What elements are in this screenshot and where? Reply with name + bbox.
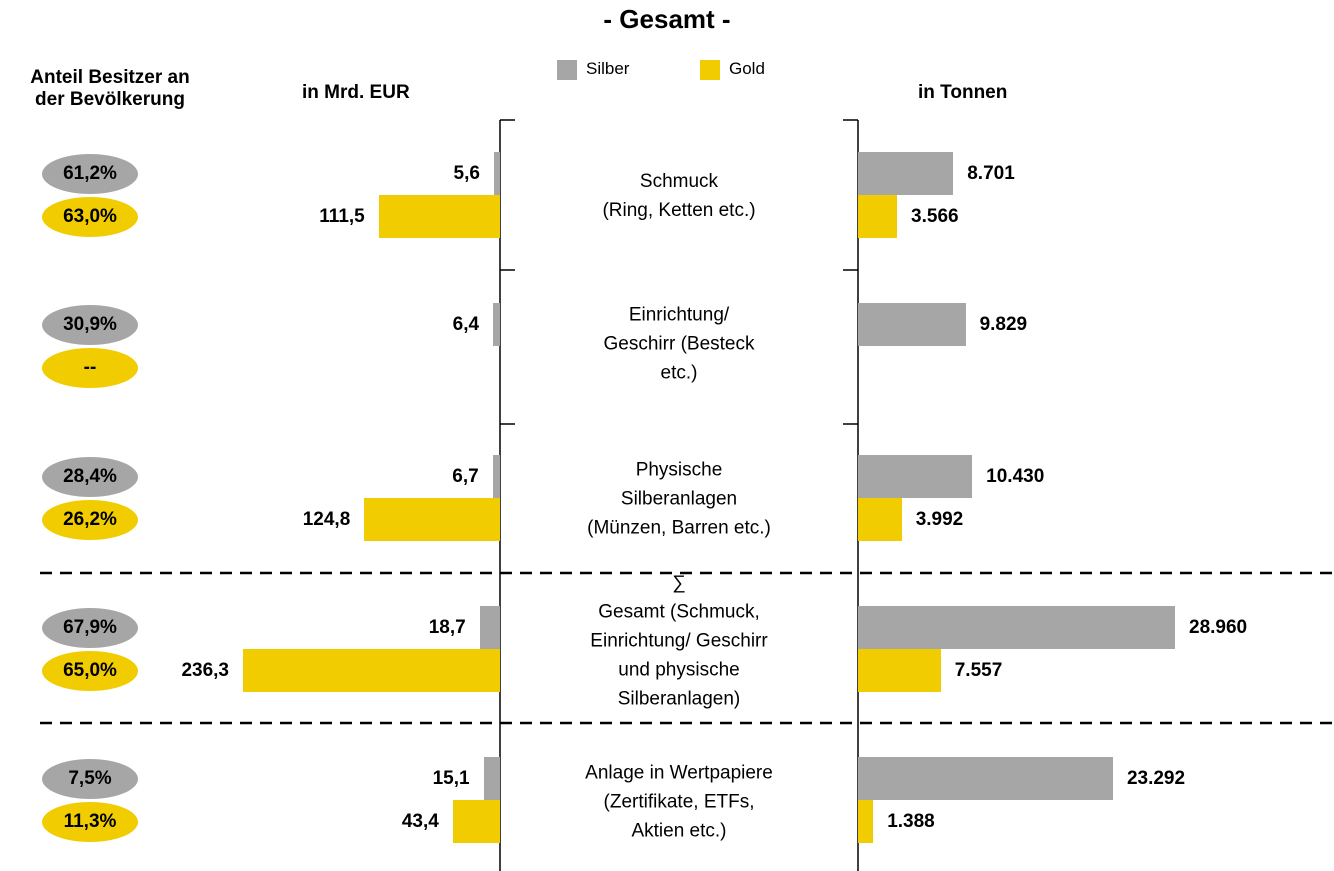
left-label: in Mrd. EUR <box>302 82 410 103</box>
tonnen-bar <box>858 455 973 498</box>
eur-bar <box>452 800 500 843</box>
tonnen-bar <box>858 195 898 238</box>
tonnen-value-label: 7.557 <box>954 659 1003 681</box>
eur-value-label: 111,5 <box>319 205 365 227</box>
eur-bar <box>243 649 500 692</box>
share-badge: 67,9% <box>42 607 138 648</box>
eur-bar <box>364 498 500 541</box>
eur-bar <box>493 152 500 195</box>
eur-value-label: 6,7 <box>452 465 479 487</box>
eur-value-label: 6,4 <box>452 313 480 335</box>
tonnen-value-label: 23.292 <box>1126 767 1186 789</box>
share-label: Anteil Besitzer an der Bevölkerung <box>30 67 190 110</box>
eur-value-label: 124,8 <box>302 508 351 530</box>
tonnen-bar <box>858 498 902 541</box>
share-badge: -- <box>42 347 138 388</box>
eur-value-label: 15,1 <box>432 767 470 789</box>
share-badge: 61,2% <box>42 153 138 194</box>
share-badge: 7,5% <box>42 758 138 799</box>
share-badge: 28,4% <box>42 456 138 497</box>
share-badge: 63,0% <box>42 196 138 237</box>
share-badge: 65,0% <box>42 650 138 691</box>
share-badge: 26,2% <box>42 499 138 540</box>
category-label: Einrichtung/ Geschirr (Besteck etc.) <box>603 304 755 384</box>
tonnen-value-label: 9.829 <box>979 313 1028 335</box>
tonnen-bar <box>858 606 1175 649</box>
tonnen-bar <box>858 303 966 346</box>
chart-title: - Gesamt - <box>603 4 731 34</box>
category-label: Anlage in Wertpapiere (Zertifikate, ETFs… <box>585 762 773 842</box>
eur-bar <box>378 195 500 238</box>
category-label: Schmuck (Ring, Ketten etc.) <box>602 171 756 221</box>
eur-value-label: 18,7 <box>428 616 466 638</box>
tonnen-bar <box>858 757 1113 800</box>
eur-value-label: 5,6 <box>453 162 480 184</box>
legend-swatch <box>557 60 577 80</box>
eur-value-label: 236,3 <box>181 659 229 681</box>
eur-value-label: 43,4 <box>401 810 439 832</box>
tonnen-value-label: 10.430 <box>986 465 1045 487</box>
legend-swatch <box>700 60 720 80</box>
legend-label: Silber <box>586 59 630 78</box>
category-label: ∑ Gesamt (Schmuck, Einrichtung/ Geschirr… <box>590 572 768 710</box>
eur-bar <box>493 303 500 346</box>
eur-bar <box>479 606 500 649</box>
eur-bar <box>483 757 500 800</box>
tonnen-value-label: 1.388 <box>887 810 935 832</box>
share-badge: 11,3% <box>42 801 138 842</box>
eur-bar <box>492 455 500 498</box>
tonnen-bar <box>858 649 941 692</box>
tonnen-value-label: 28.960 <box>1189 616 1248 638</box>
category-label: Physische Silberanlagen (Münzen, Barren … <box>587 459 771 539</box>
tonnen-value-label: 3.992 <box>915 508 964 530</box>
tonnen-value-label: 8.701 <box>967 162 1015 184</box>
tonnen-value-label: 3.566 <box>911 205 959 227</box>
share-badge: 30,9% <box>42 304 138 345</box>
right-label: in Tonnen <box>918 82 1008 103</box>
tonnen-bar <box>858 800 874 843</box>
legend-label: Gold <box>729 59 765 78</box>
tonnen-bar <box>858 152 954 195</box>
